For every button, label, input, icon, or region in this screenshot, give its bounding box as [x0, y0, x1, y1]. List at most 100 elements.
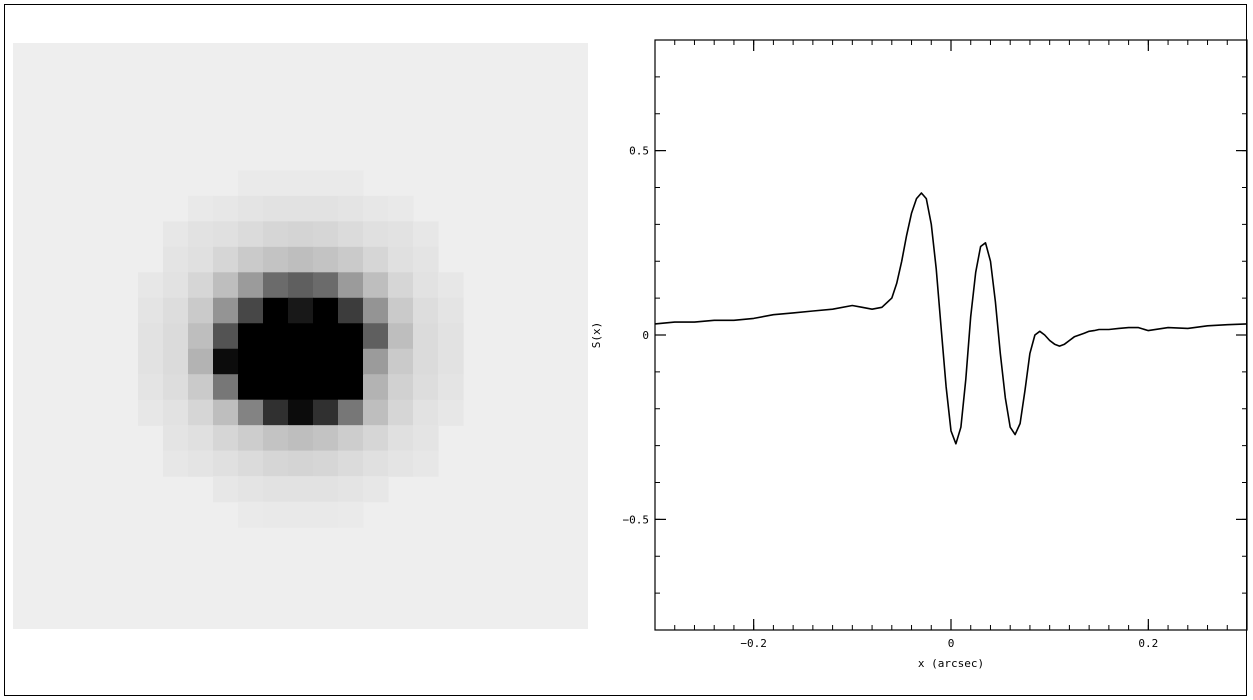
image-pixel	[188, 247, 214, 273]
line-plot: −0.2 0 0.2 −0.5 0 0.5 x (arcsec) S(x)	[590, 20, 1250, 680]
image-pixel	[138, 298, 164, 324]
image-pixel	[363, 374, 389, 400]
image-pixel	[238, 247, 264, 273]
image-pixel	[263, 349, 289, 375]
image-pixel	[388, 374, 414, 400]
image-pixel	[213, 196, 239, 222]
y-axis-label: S(x)	[590, 322, 603, 349]
image-pixel	[288, 502, 314, 528]
image-pixel	[188, 400, 214, 426]
image-pixel	[388, 349, 414, 375]
image-pixel	[338, 425, 364, 451]
image-pixel	[338, 451, 364, 477]
image-pixel	[363, 425, 389, 451]
image-pixel	[413, 425, 439, 451]
image-pixel	[413, 298, 439, 324]
image-pixel	[338, 502, 364, 528]
image-pixel	[438, 374, 464, 400]
image-pixel	[313, 502, 339, 528]
image-pixel	[438, 272, 464, 298]
image-pixel	[163, 323, 189, 349]
image-pixel	[338, 374, 364, 400]
image-pixel	[413, 221, 439, 247]
image-pixel	[288, 272, 314, 298]
image-pixel	[313, 323, 339, 349]
image-pixel	[213, 451, 239, 477]
image-pixels	[138, 170, 464, 527]
image-pixel	[288, 170, 314, 196]
image-pixel	[263, 170, 289, 196]
image-pixel	[238, 272, 264, 298]
image-pixel	[163, 272, 189, 298]
image-pixel	[188, 349, 214, 375]
image-pixel	[213, 323, 239, 349]
image-pixel	[313, 221, 339, 247]
image-pixel	[313, 272, 339, 298]
major-ticks	[655, 40, 1247, 630]
image-pixel	[163, 451, 189, 477]
tick-labels: −0.2 0 0.2 −0.5 0 0.5	[623, 145, 1159, 650]
image-pixel	[413, 247, 439, 273]
image-pixel	[288, 349, 314, 375]
plot-frame	[655, 40, 1247, 630]
image-pixel	[388, 221, 414, 247]
image-pixel	[363, 349, 389, 375]
image-pixel	[213, 476, 239, 502]
image-pixel	[188, 272, 214, 298]
image-pixel	[413, 374, 439, 400]
image-pixel	[313, 400, 339, 426]
image-pixel	[138, 374, 164, 400]
image-pixel	[213, 298, 239, 324]
image-pixel	[288, 400, 314, 426]
image-pixel	[288, 323, 314, 349]
image-pixel	[188, 323, 214, 349]
image-pixel	[438, 323, 464, 349]
image-pixel	[388, 323, 414, 349]
image-pixel	[138, 400, 164, 426]
image-pixel	[363, 272, 389, 298]
image-pixel	[238, 476, 264, 502]
image-pixel	[313, 451, 339, 477]
image-pixel	[313, 374, 339, 400]
image-pixel	[263, 476, 289, 502]
image-pixel	[313, 196, 339, 222]
image-pixel	[363, 221, 389, 247]
image-pixel	[263, 298, 289, 324]
image-pixel	[438, 400, 464, 426]
image-pixel	[163, 247, 189, 273]
image-pixel	[338, 400, 364, 426]
image-pixel	[213, 400, 239, 426]
image-pixel	[313, 247, 339, 273]
image-pixel	[313, 349, 339, 375]
image-pixel	[263, 451, 289, 477]
image-pixel	[263, 272, 289, 298]
image-pixel	[213, 221, 239, 247]
image-pixel	[288, 247, 314, 273]
image-pixel	[213, 349, 239, 375]
image-pixel	[313, 170, 339, 196]
image-pixel	[388, 247, 414, 273]
image-pixel	[288, 425, 314, 451]
image-pixel	[263, 323, 289, 349]
image-pixel	[163, 374, 189, 400]
image-pixel	[338, 170, 364, 196]
image-pixel	[138, 272, 164, 298]
image-pixel	[263, 247, 289, 273]
image-pixel	[388, 272, 414, 298]
image-pixel	[238, 451, 264, 477]
image-pixel	[213, 425, 239, 451]
image-pixel	[388, 196, 414, 222]
y-tick-label: 0.5	[629, 145, 649, 158]
image-pixel	[238, 323, 264, 349]
image-pixel	[188, 298, 214, 324]
image-pixel	[338, 196, 364, 222]
image-pixel	[288, 298, 314, 324]
image-pixel	[163, 425, 189, 451]
image-pixel	[263, 374, 289, 400]
image-pixel	[363, 196, 389, 222]
image-pixel	[413, 272, 439, 298]
image-pixel	[238, 221, 264, 247]
image-pixel	[213, 272, 239, 298]
image-pixel	[263, 400, 289, 426]
image-pixel	[338, 298, 364, 324]
